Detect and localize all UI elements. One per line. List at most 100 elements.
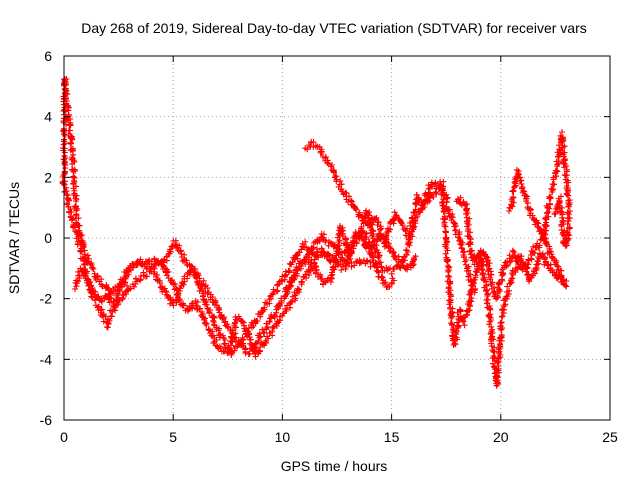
data-point xyxy=(446,301,453,308)
data-point xyxy=(224,323,231,330)
data-point xyxy=(76,235,82,242)
data-point xyxy=(498,331,505,338)
data-point xyxy=(461,248,468,255)
data-point xyxy=(137,256,144,263)
data-point xyxy=(363,257,370,264)
data-point xyxy=(318,150,325,156)
data-point xyxy=(89,285,96,291)
data-point xyxy=(375,249,382,256)
data-point xyxy=(271,313,277,320)
data-point xyxy=(559,144,566,151)
data-point xyxy=(566,225,573,232)
data-point xyxy=(318,245,325,252)
data-point xyxy=(557,132,564,139)
data-point xyxy=(73,183,79,190)
data-point xyxy=(563,283,570,290)
y-tick-label: 0 xyxy=(44,230,52,246)
data-point xyxy=(442,216,449,223)
data-point xyxy=(312,270,319,277)
data-point xyxy=(497,341,504,348)
data-point xyxy=(509,198,516,205)
data-point xyxy=(490,289,497,296)
data-point xyxy=(174,244,181,251)
data-point xyxy=(444,247,451,254)
data-point xyxy=(546,200,553,207)
data-point xyxy=(387,265,394,272)
data-point xyxy=(548,185,555,192)
data-point xyxy=(382,279,389,286)
data-point xyxy=(342,260,349,267)
x-tick-label: 5 xyxy=(169,429,177,445)
data-point xyxy=(510,194,517,201)
data-point xyxy=(524,261,531,268)
data-point xyxy=(456,306,463,313)
data-point xyxy=(82,272,89,279)
data-point xyxy=(489,333,496,340)
data-point xyxy=(461,322,468,329)
data-point xyxy=(324,159,331,166)
data-point xyxy=(94,274,101,280)
data-point xyxy=(510,188,517,195)
data-point xyxy=(331,169,337,176)
data-point xyxy=(122,272,129,279)
data-point xyxy=(203,301,210,308)
data-point xyxy=(558,221,565,228)
data-point xyxy=(499,307,506,314)
data-point xyxy=(542,254,548,261)
data-point xyxy=(69,154,76,161)
data-point xyxy=(156,277,163,284)
data-point xyxy=(453,329,459,336)
data-point xyxy=(205,326,212,332)
data-point xyxy=(381,243,388,250)
data-point xyxy=(125,271,132,278)
data-point xyxy=(192,266,198,273)
data-point xyxy=(132,275,139,282)
data-point xyxy=(273,309,280,316)
data-point xyxy=(99,283,106,290)
data-point xyxy=(351,262,358,269)
data-point xyxy=(432,189,439,195)
data-point xyxy=(72,167,79,174)
data-point xyxy=(77,241,84,248)
data-point xyxy=(204,290,211,297)
data-point xyxy=(180,302,187,309)
data-point xyxy=(226,345,232,352)
data-point xyxy=(108,313,115,319)
data-point xyxy=(177,248,184,255)
data-point xyxy=(465,267,472,274)
data-point xyxy=(194,278,200,285)
data-point xyxy=(88,293,95,300)
data-point xyxy=(306,248,313,255)
data-point xyxy=(410,258,416,265)
data-point xyxy=(468,289,475,295)
data-point xyxy=(140,269,147,276)
data-point xyxy=(92,288,99,295)
data-point xyxy=(133,261,140,268)
data-point xyxy=(517,253,523,260)
data-point xyxy=(245,351,252,358)
data-point xyxy=(371,263,378,270)
data-point xyxy=(235,337,242,343)
data-point xyxy=(528,256,535,263)
data-point xyxy=(478,265,485,272)
data-point xyxy=(230,327,236,334)
data-point xyxy=(313,266,320,273)
data-point xyxy=(377,226,384,233)
data-point xyxy=(358,225,365,232)
data-point xyxy=(211,314,218,321)
data-point xyxy=(445,267,452,274)
data-point xyxy=(240,319,247,326)
data-point xyxy=(104,324,111,331)
data-point xyxy=(467,287,474,294)
data-point xyxy=(256,334,263,341)
data-point xyxy=(466,240,473,247)
data-point xyxy=(393,212,400,219)
data-point xyxy=(159,258,166,265)
data-point xyxy=(461,258,468,265)
data-point xyxy=(261,306,268,313)
data-point xyxy=(407,231,414,238)
data-point xyxy=(304,146,311,153)
data-point xyxy=(390,216,396,223)
data-point xyxy=(215,327,222,334)
